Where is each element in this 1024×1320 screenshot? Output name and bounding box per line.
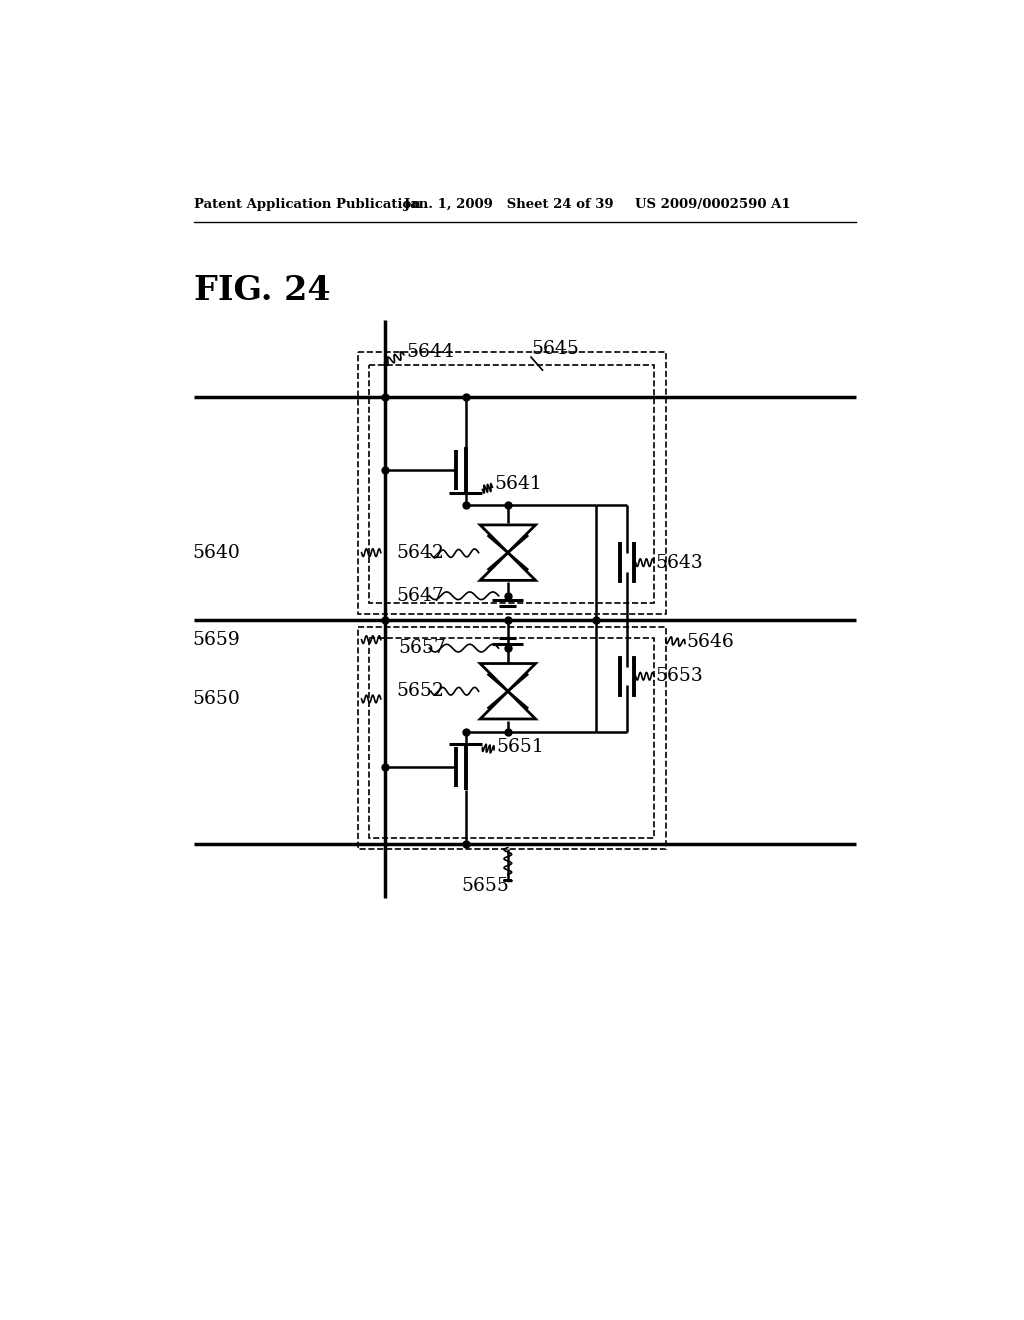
Text: 5647: 5647 — [396, 587, 444, 605]
Bar — [370, 364, 654, 603]
Text: 5659: 5659 — [193, 631, 240, 648]
Text: 5650: 5650 — [193, 690, 240, 708]
Bar — [357, 352, 666, 614]
Text: Jan. 1, 2009   Sheet 24 of 39: Jan. 1, 2009 Sheet 24 of 39 — [403, 198, 613, 211]
Text: 5652: 5652 — [396, 682, 444, 700]
Text: 5653: 5653 — [655, 667, 703, 685]
Text: FIG. 24: FIG. 24 — [194, 275, 331, 308]
Bar — [370, 638, 654, 837]
Text: US 2009/0002590 A1: US 2009/0002590 A1 — [635, 198, 791, 211]
Text: 5651: 5651 — [497, 738, 544, 756]
Text: 5643: 5643 — [655, 553, 703, 572]
Text: 5640: 5640 — [193, 544, 240, 561]
Text: 5641: 5641 — [495, 475, 543, 494]
Text: 5646: 5646 — [686, 634, 734, 651]
Text: 5645: 5645 — [531, 341, 579, 358]
Text: 5657: 5657 — [398, 639, 446, 657]
Text: 5644: 5644 — [407, 343, 454, 362]
Text: 5642: 5642 — [396, 544, 444, 561]
Bar — [357, 627, 666, 849]
Text: 5655: 5655 — [462, 876, 510, 895]
Text: Patent Application Publication: Patent Application Publication — [194, 198, 421, 211]
